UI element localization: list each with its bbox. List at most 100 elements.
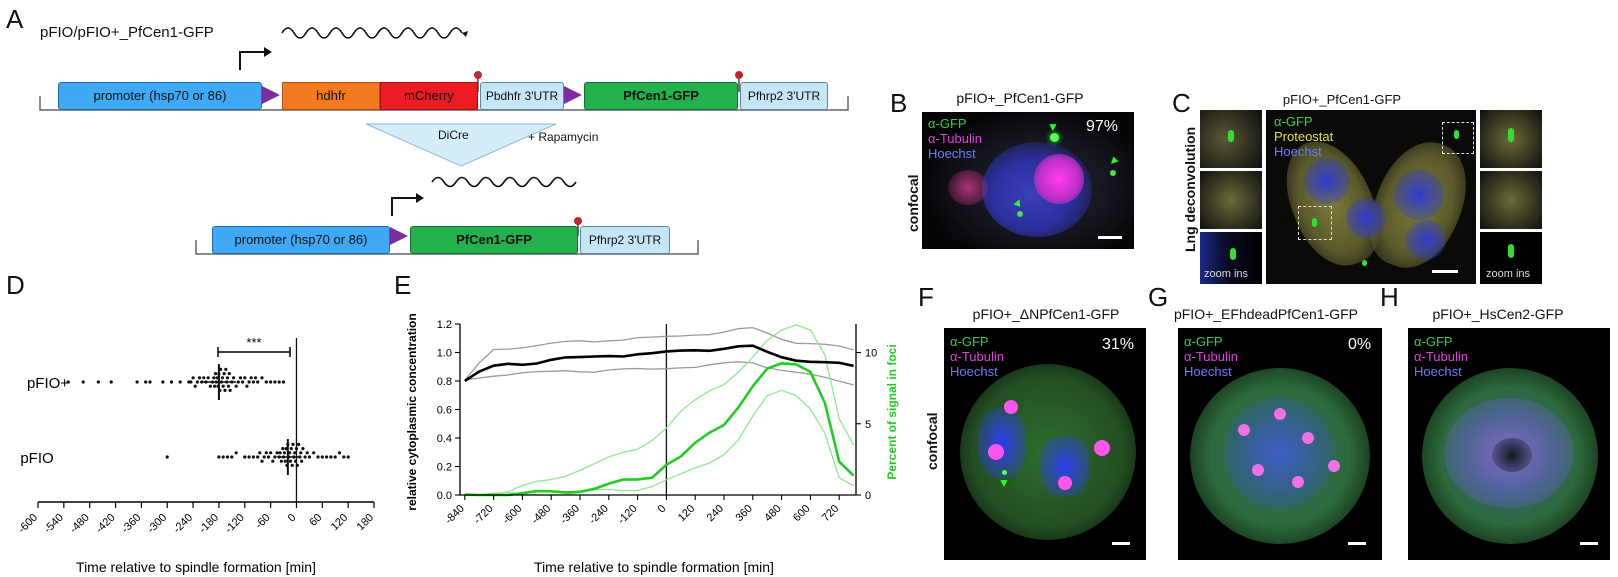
scale-bar xyxy=(1098,236,1122,239)
panel-e-line-chart: -840 -720 -600 -480 -360 -240 -120 0 120 240 360 48… xyxy=(405,313,899,575)
data-point xyxy=(178,380,182,384)
x-tick-label: 60 xyxy=(307,512,324,529)
channel-label-hoechst: Hoechst xyxy=(1414,364,1462,379)
data-point xyxy=(273,380,277,384)
loxp-icon-2 xyxy=(564,86,582,104)
data-point xyxy=(289,447,293,451)
scale-bar xyxy=(1112,542,1130,545)
data-point xyxy=(273,455,277,459)
channel-label-hoechst: Hoechst xyxy=(950,364,998,379)
panel-f-title: pFIO+_ΔNPfCen1-GFP xyxy=(972,306,1120,322)
data-point xyxy=(251,455,255,459)
data-point xyxy=(256,380,260,384)
cytoplasmic-concentration-line xyxy=(464,361,854,386)
rapamycin-label: + Rapamycin xyxy=(528,130,599,144)
data-point xyxy=(230,455,234,459)
data-point xyxy=(293,451,297,455)
y-tick-label: 0.6 xyxy=(437,405,452,417)
transcript-wave-bottom xyxy=(431,176,577,188)
panel-b-micrograph: ▼ ▼ ▼ α-GFP α-Tubulin Hoechst 97% xyxy=(922,112,1134,249)
promoter-box-bottom: promoter (hsp70 or 86) xyxy=(212,226,390,254)
zoom-inset-right-1 xyxy=(1480,110,1542,168)
data-point xyxy=(224,367,228,371)
data-point xyxy=(251,380,255,384)
x-tick-label: -60 xyxy=(253,512,273,532)
x-tick-label: 600 xyxy=(791,503,812,524)
data-point xyxy=(264,451,268,455)
panel-label-b: B xyxy=(890,88,908,118)
channel-label-gfp: α-GFP xyxy=(928,116,967,131)
x-tick-label: 480 xyxy=(762,503,783,524)
panel-c-title: pFIO+_PfCen1-GFP xyxy=(1282,92,1402,107)
pfhrp2-utr-box-top: Pfhrp2 3'UTR xyxy=(740,82,828,110)
panel-label-a: A xyxy=(6,4,24,34)
x-tick-label: -240 xyxy=(171,512,195,536)
data-point xyxy=(346,455,350,459)
construct-title: pFIO/pFIO+_PfCen1-GFP xyxy=(40,24,214,41)
scale-bar xyxy=(1580,542,1598,545)
data-point xyxy=(307,455,311,459)
channel-label-tubulin: α-Tubulin xyxy=(928,131,982,146)
loxp-icon-3 xyxy=(390,227,408,245)
data-point xyxy=(305,451,309,455)
x-tick-label: -180 xyxy=(197,512,221,536)
data-point xyxy=(217,455,221,459)
panel-c-side-label: Lng deconvolution xyxy=(1182,126,1198,252)
pbdhfr-utr-box: Pbdhfr 3'UTR xyxy=(480,82,564,110)
recombination-funnel xyxy=(365,123,557,167)
data-point xyxy=(258,451,262,455)
x-tick-label: 120 xyxy=(676,503,697,524)
x-tick-label: 180 xyxy=(355,512,376,533)
data-point xyxy=(208,384,212,388)
channel-label-hoechst: Hoechst xyxy=(1274,144,1322,159)
terminator-icon-3 xyxy=(574,217,582,225)
foci-signal-line xyxy=(464,324,855,496)
x-tick-label: -840 xyxy=(443,503,467,527)
panel-label-c: C xyxy=(1172,88,1191,118)
data-point xyxy=(266,455,271,459)
pfcen1-gfp-box-bottom: PfCen1-GFP xyxy=(410,226,578,254)
promoter-box-top: promoter (hsp70 or 86) xyxy=(58,82,262,110)
data-point xyxy=(283,459,287,463)
data-point xyxy=(300,459,304,463)
data-point xyxy=(213,384,217,388)
data-point xyxy=(320,455,324,459)
data-point xyxy=(195,380,199,384)
zoom-inset-right-3: zoom ins xyxy=(1480,232,1542,284)
y-tick-label-right: 0 xyxy=(865,490,871,502)
data-point xyxy=(221,384,225,388)
data-point xyxy=(221,455,225,459)
panel-h-title: pFIO+_HsCen2-GFP xyxy=(1432,306,1564,322)
channel-label-gfp: α-GFP xyxy=(1184,334,1223,349)
panel-label-f: F xyxy=(918,282,934,312)
x-tick-label: -120 xyxy=(223,512,247,536)
loxp-icon-1 xyxy=(262,86,280,104)
channel-label-tubulin: α-Tubulin xyxy=(1184,349,1238,364)
x-tick-label: 240 xyxy=(705,503,726,524)
data-point xyxy=(301,447,305,451)
x-tick-label: 0 xyxy=(286,512,299,525)
channel-label-hoechst: Hoechst xyxy=(928,146,976,161)
data-point xyxy=(290,463,294,467)
terminator-icon-1 xyxy=(474,71,482,79)
channel-label-gfp: α-GFP xyxy=(950,334,989,349)
x-tick-label: -480 xyxy=(68,512,92,536)
data-point xyxy=(144,380,148,384)
data-point xyxy=(193,384,197,388)
y-tick-label-right: 10 xyxy=(865,348,877,360)
data-point xyxy=(243,376,247,380)
data-point xyxy=(247,380,251,384)
panel-label-g: G xyxy=(1148,282,1169,312)
hdhfr-box: hdhfr xyxy=(282,82,380,110)
data-point xyxy=(227,372,231,376)
data-point xyxy=(81,380,85,384)
data-point xyxy=(299,451,303,455)
data-point xyxy=(206,376,210,380)
data-point xyxy=(228,388,232,392)
cytoplasmic-concentration-line xyxy=(464,326,854,381)
data-point xyxy=(329,455,333,459)
data-point xyxy=(275,451,279,455)
scale-bar xyxy=(1348,542,1366,545)
data-point xyxy=(245,384,249,388)
category-label-pfio-plus: pFIO+ xyxy=(27,375,69,392)
